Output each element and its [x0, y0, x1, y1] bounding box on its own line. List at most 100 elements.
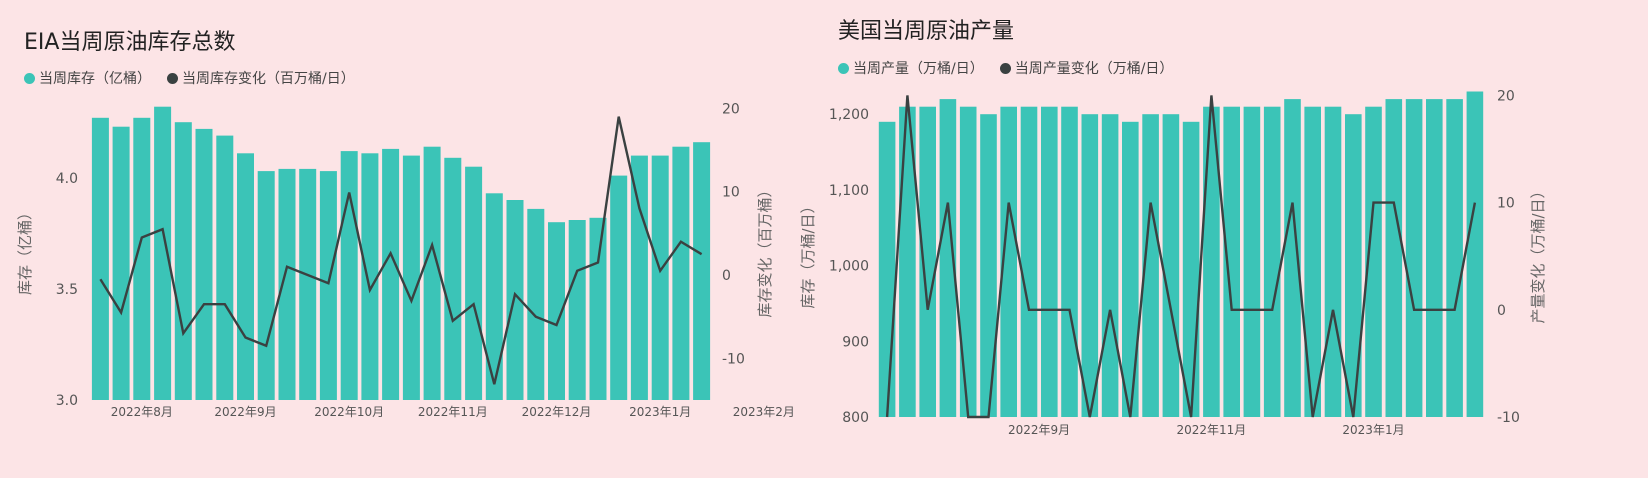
x-tick-label: 2022年12月: [522, 405, 592, 419]
bar: [465, 166, 483, 400]
y-right-tick-label: -10: [722, 351, 745, 367]
bar: [361, 153, 379, 400]
y-right-tick-label: 20: [722, 101, 740, 117]
bar: [91, 117, 109, 401]
legend-item-production[interactable]: 当周产量（万桶/日）: [838, 58, 984, 78]
bar: [319, 171, 337, 400]
legend-item-change[interactable]: 当周库存变化（百万桶/日）: [167, 68, 355, 88]
bar: [939, 99, 957, 417]
bar: [1020, 106, 1038, 417]
y-left-tick-label: 3.5: [56, 282, 78, 298]
chart-title: 美国当周原油产量: [838, 19, 1015, 44]
y-right-tick-label: 10: [722, 185, 740, 201]
y-left-axis-title: 库存（亿桶）: [16, 205, 34, 295]
chart-legend: 当周产量（万桶/日） 当周产量变化（万桶/日）: [838, 58, 1189, 78]
series-line: [99, 116, 703, 385]
bar: [693, 142, 711, 400]
bar: [980, 114, 997, 417]
bar: [527, 208, 545, 400]
y-right-axis-title: 库存变化（百万桶）: [756, 182, 774, 317]
x-tick-label: 2022年9月: [1008, 423, 1070, 437]
bar: [1081, 114, 1099, 417]
y-right-tick-label: 10: [1497, 196, 1515, 212]
legend-dot-icon: [999, 62, 1011, 74]
bar: [133, 117, 151, 401]
bar: [1365, 106, 1382, 417]
series-line: [885, 95, 1477, 419]
legend-dot-icon: [24, 72, 35, 84]
chart-legend: 当周库存（亿桶） 当周库存变化（百万桶/日）: [24, 68, 371, 88]
bar: [1466, 91, 1484, 417]
bar: [423, 146, 441, 400]
y-left-tick-label: 1,100: [829, 183, 869, 199]
legend-label: 当周产量（万桶/日）: [853, 61, 984, 77]
bar: [672, 146, 690, 400]
bar: [1203, 106, 1220, 417]
y-left-axis-title: 库存（万桶/日）: [799, 198, 817, 308]
legend-label: 当周库存变化（百万桶/日）: [182, 71, 355, 87]
inventory-chart: 3.0 3.5 4.0 -10 0 10 20 2022年8月 2022年9月 2022年10月 2…: [16, 101, 795, 419]
bar: [1304, 106, 1321, 417]
bar: [112, 126, 130, 400]
bar: [1284, 99, 1301, 417]
bar: [1446, 99, 1463, 417]
legend-item-production-change[interactable]: 当周产量变化（万桶/日）: [999, 58, 1174, 78]
bar: [216, 135, 234, 400]
legend-label: 当周产量变化（万桶/日）: [1014, 61, 1174, 77]
bar: [444, 157, 462, 400]
x-tick-label: 2023年1月: [1342, 423, 1404, 437]
bar: [1041, 106, 1058, 417]
bar: [506, 200, 524, 400]
bar: [1385, 99, 1403, 417]
y-right-tick-label: -10: [1497, 410, 1520, 426]
chart-title: EIA当周原油库存总数: [24, 30, 236, 55]
bar: [548, 222, 565, 400]
chart-panel-production: 美国当周原油产量 当周产量（万桶/日） 当周产量变化（万桶/日） 800 900 1…: [799, 0, 1648, 478]
bar: [174, 122, 192, 400]
x-tick-label: 2023年1月: [629, 405, 691, 419]
bar: [278, 168, 296, 400]
bar: [1324, 106, 1342, 417]
bar: [630, 155, 648, 400]
bar: [1223, 106, 1240, 417]
bar: [485, 193, 503, 400]
bar: [589, 217, 607, 400]
legend-item-inventory[interactable]: 当周库存（亿桶）: [24, 68, 151, 88]
bar: [1162, 114, 1180, 417]
x-tick-label: 2022年8月: [111, 405, 173, 419]
bar: [1101, 114, 1119, 417]
y-right-tick-label: 0: [1497, 303, 1506, 319]
bar: [1426, 99, 1443, 417]
bar: [340, 151, 358, 400]
x-tick-label: 2022年9月: [214, 405, 276, 419]
x-tick-label: 2022年11月: [418, 405, 488, 419]
bar: [610, 175, 628, 400]
bar: [382, 148, 400, 400]
x-tick-label: 2023年2月: [733, 405, 795, 419]
y-left-tick-label: 900: [842, 334, 869, 350]
production-chart: 800 900 1,000 1,100 1,200 -10 0 10 20 2022年9月 2022…: [799, 88, 1547, 437]
bar: [1122, 121, 1139, 418]
bar: [899, 106, 916, 417]
y-right-axis-title: 产量变化（万桶/日）: [1529, 183, 1547, 323]
y-left-tick-label: 3.0: [56, 393, 78, 409]
bar: [1243, 106, 1261, 417]
y-left-tick-label: 800: [842, 410, 869, 426]
bar: [195, 128, 213, 400]
legend-dot-icon: [167, 72, 178, 84]
bar: [402, 155, 420, 400]
bar: [237, 153, 254, 400]
bar: [919, 106, 936, 417]
bar: [1182, 121, 1200, 418]
bar: [651, 155, 669, 400]
bar: [1345, 114, 1362, 417]
x-tick-label: 2022年11月: [1176, 423, 1246, 437]
legend-dot-icon: [838, 62, 849, 74]
y-left-tick-label: 1,000: [829, 259, 869, 275]
bar: [1405, 99, 1423, 417]
y-left-tick-label: 4.0: [56, 171, 78, 187]
chart-panel-inventory: EIA当周原油库存总数 当周库存（亿桶） 当周库存变化（百万桶/日） 3.0 3.…: [0, 0, 795, 478]
bar: [154, 106, 172, 400]
bar: [568, 220, 586, 400]
bar: [299, 168, 317, 400]
